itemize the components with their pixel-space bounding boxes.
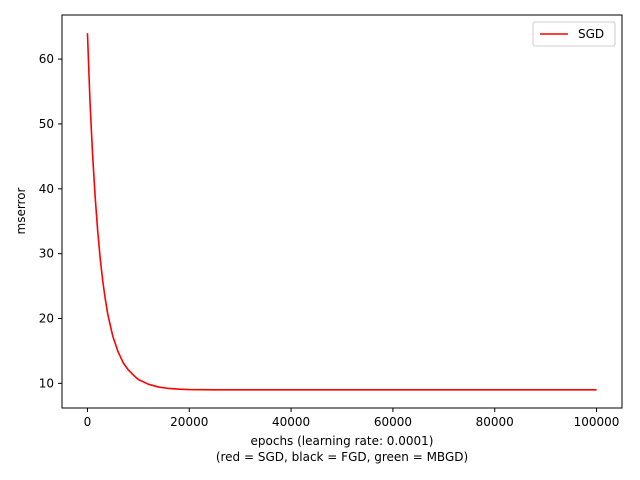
x-axis-label: epochs (learning rate: 0.0001) <box>251 434 434 448</box>
x-tick-label: 100000 <box>574 415 620 429</box>
y-tick-label: 60 <box>39 52 54 66</box>
legend-box <box>532 21 616 47</box>
series-layer <box>86 33 597 391</box>
y-tick-label: 10 <box>39 376 54 390</box>
y-tick-label: 20 <box>39 312 54 326</box>
y-tick-label: 30 <box>39 247 54 261</box>
y-tick-label: 50 <box>39 117 54 131</box>
y-axis-label: mserror <box>14 187 28 234</box>
x-tick-label: 60000 <box>374 415 412 429</box>
plot-frame <box>61 14 623 409</box>
series-line-sgd <box>86 33 597 391</box>
y-axis-ticks: 10 20 30 40 50 60 <box>39 52 62 390</box>
x-tick-label: 20000 <box>170 415 208 429</box>
x-tick-label: 80000 <box>476 415 514 429</box>
x-axis-ticks: 0 20000 40000 60000 80000 100000 <box>84 408 620 429</box>
legend-label-sgd: SGD <box>578 27 604 41</box>
x-axis-label-line2: (red = SGD, black = FGD, green = MBGD) <box>216 450 468 464</box>
x-tick-label: 0 <box>84 415 92 429</box>
legend: SGD <box>532 21 616 47</box>
x-tick-label: 40000 <box>272 415 310 429</box>
y-tick-label: 40 <box>39 182 54 196</box>
